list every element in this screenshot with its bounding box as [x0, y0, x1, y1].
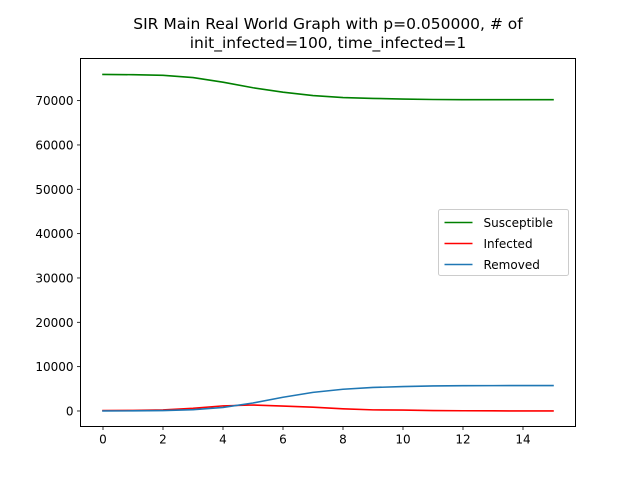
chart-title-line-1: SIR Main Real World Graph with p=0.05000…: [133, 15, 523, 33]
y-tick-label: 70000: [35, 94, 73, 108]
x-tick-label: 8: [339, 433, 347, 447]
x-tick-label: 10: [395, 433, 410, 447]
x-tick-label: 12: [455, 433, 470, 447]
series-line-susceptible: [102, 73, 554, 101]
series-line-infected: [102, 404, 554, 412]
y-tick-label: 50000: [35, 183, 73, 197]
y-tick-label: 30000: [35, 271, 73, 285]
x-tick-label: 6: [279, 433, 287, 447]
y-tick-label: 0: [66, 404, 74, 418]
legend-label-infected: Infected: [484, 237, 533, 251]
x-tick-label: 2: [159, 433, 167, 447]
y-tick-label: 60000: [35, 138, 73, 152]
x-tick-label: 0: [99, 433, 107, 447]
chart-title-line-2: init_infected=100, time_infected=1: [189, 34, 467, 52]
y-tick-label: 10000: [35, 360, 73, 374]
legend: Susceptible Infected Removed: [438, 209, 569, 276]
y-tick-label: 40000: [35, 227, 73, 241]
x-tick-label: 4: [219, 433, 227, 447]
y-tick-label: 20000: [35, 316, 73, 330]
legend-frame: [438, 209, 569, 276]
legend-label-removed: Removed: [484, 258, 540, 272]
x-tick-label: 14: [515, 433, 530, 447]
plot-frame: [80, 58, 576, 427]
series-line-removed: [102, 384, 554, 412]
legend-label-susceptible: Susceptible: [484, 216, 553, 230]
